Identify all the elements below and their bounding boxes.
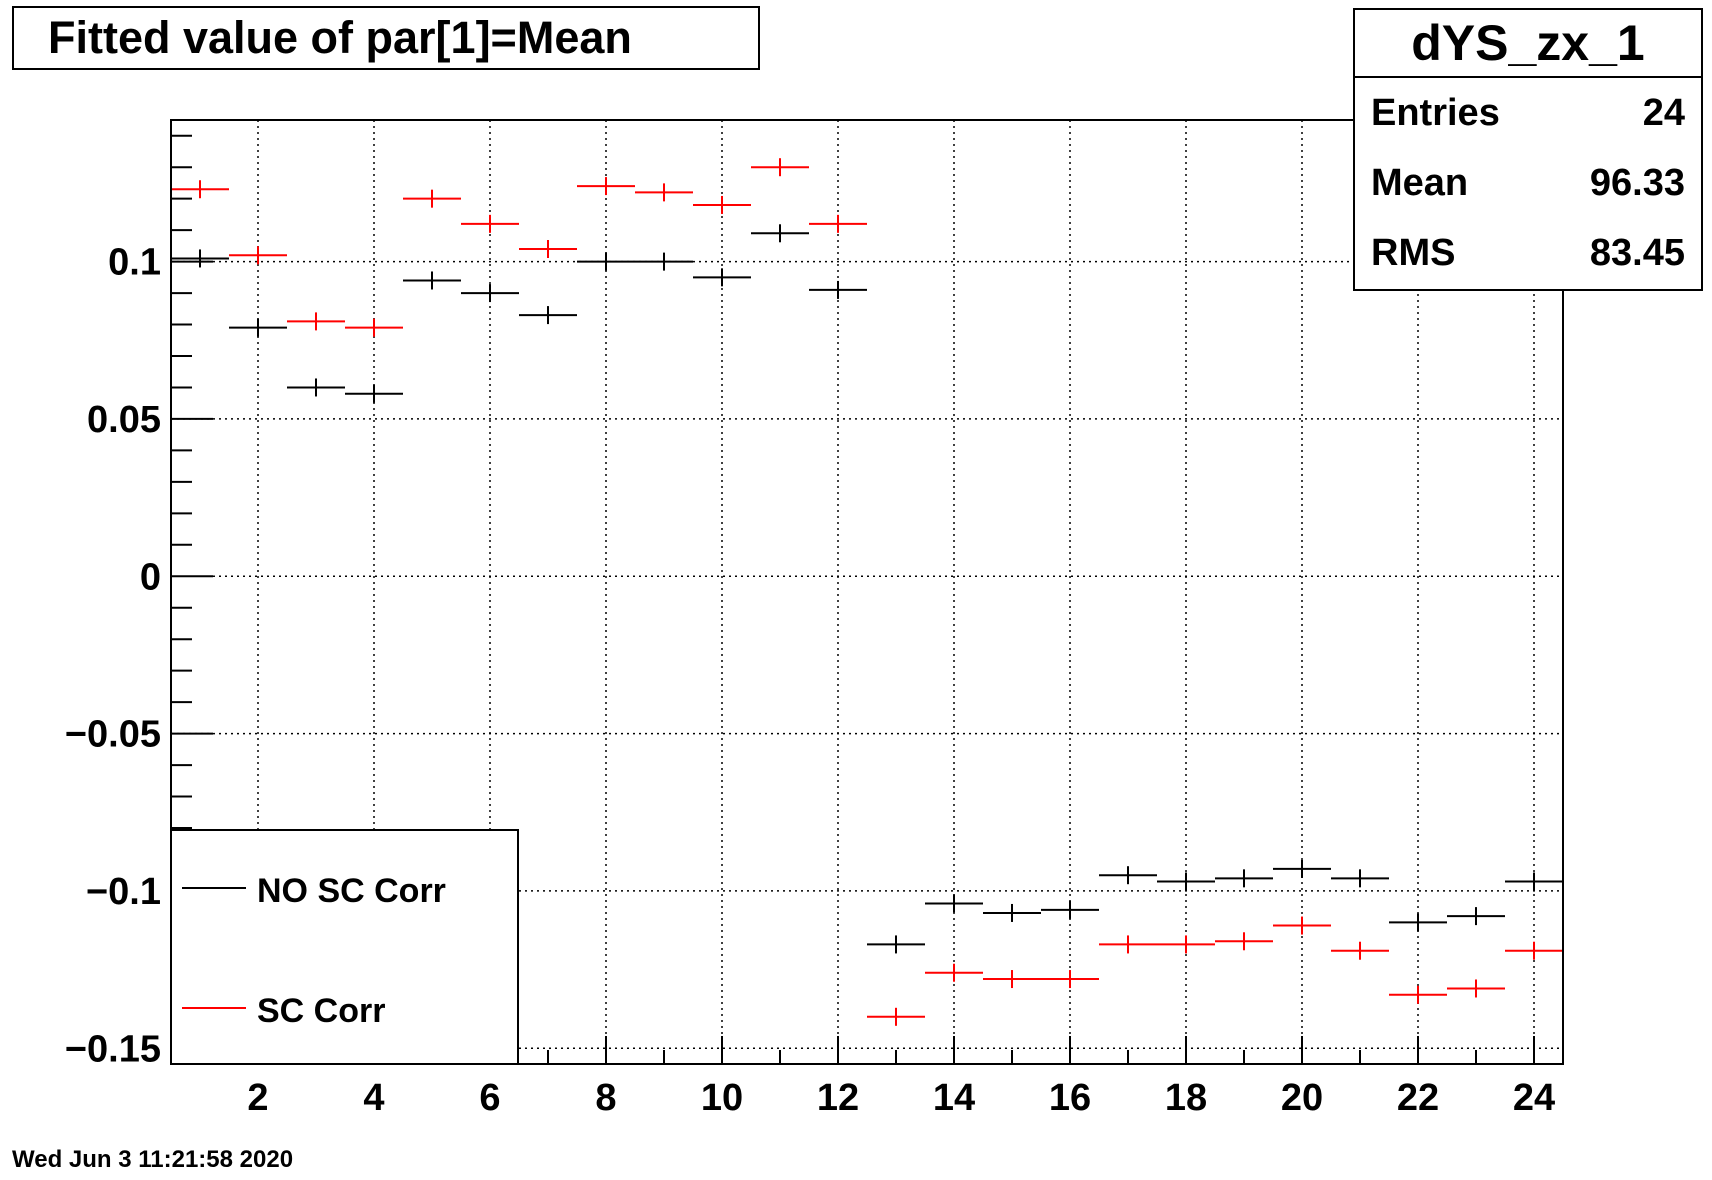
stats-histogram-name: dYS_zx_1: [1355, 10, 1701, 78]
data-point-s1-8: [577, 177, 635, 196]
stats-label: Mean: [1371, 161, 1469, 204]
data-point-s1-16: [1041, 970, 1099, 989]
data-point-s0-18: [1157, 872, 1215, 891]
data-point-s0-11: [751, 224, 809, 243]
data-point-s0-17: [1099, 866, 1157, 885]
tick-labels: 2 4 6 8 10 12 14 16 18 20 22 240.10.050−0.05−0.1−0.…: [65, 242, 1555, 1119]
data-point-s1-23: [1447, 979, 1505, 998]
data-point-s0-13: [867, 935, 925, 954]
legend-label-sc-corr: SC Corr: [257, 992, 385, 1030]
data-point-s1-19: [1215, 932, 1273, 951]
y-tick-label: −0.05: [65, 714, 161, 756]
stats-value: 83.45: [1589, 231, 1685, 274]
data-point-s0-10: [693, 268, 751, 287]
data-point-s0-24: [1505, 872, 1563, 891]
data-point-s0-21: [1331, 869, 1389, 888]
x-tick-label: 10: [701, 1077, 743, 1119]
data-point-s1-18: [1157, 935, 1215, 954]
plot-frame: [170, 119, 1564, 1065]
chart-title: Fitted value of par[1]=Mean: [12, 6, 760, 70]
data-point-s0-3: [287, 378, 345, 397]
data-point-s1-9: [635, 183, 693, 202]
stats-box: dYS_zx_1 Entries 24 Mean 96.33 RMS 83.45: [1353, 8, 1703, 291]
data-point-s0-1: [171, 249, 229, 268]
data-point-s1-11: [751, 158, 809, 177]
stats-label: Entries: [1371, 91, 1500, 134]
data-point-s1-17: [1099, 935, 1157, 954]
data-point-s1-5: [403, 189, 461, 208]
legend-box: [170, 829, 519, 1065]
data-point-s1-2: [229, 246, 287, 265]
data-point-s1-24: [1505, 941, 1563, 960]
data-point-s1-10: [693, 195, 751, 214]
data-point-s1-21: [1331, 941, 1389, 960]
timestamp: Wed Jun 3 11:21:58 2020: [12, 1146, 294, 1173]
data-point-s0-19: [1215, 869, 1273, 888]
x-tick-label: 18: [1165, 1077, 1207, 1119]
data-point-s1-22: [1389, 985, 1447, 1004]
data-point-s1-4: [345, 318, 403, 337]
x-tick-label: 4: [363, 1077, 384, 1119]
data-point-s0-4: [345, 384, 403, 403]
data-point-s1-3: [287, 312, 345, 331]
x-tick-label: 12: [817, 1077, 859, 1119]
data-point-s0-2: [229, 318, 287, 337]
stats-row-entries: Entries 24: [1355, 78, 1701, 148]
data-point-s0-12: [809, 280, 867, 299]
stats-row-mean: Mean 96.33: [1355, 148, 1701, 218]
y-tick-label: 0.1: [108, 242, 161, 284]
x-tick-label: 14: [933, 1077, 975, 1119]
data-point-s1-13: [867, 1007, 925, 1026]
x-tick-label: 2: [247, 1077, 268, 1119]
data-point-s1-15: [983, 970, 1041, 989]
stats-value: 96.33: [1589, 161, 1685, 204]
data-point-s0-20: [1273, 859, 1331, 878]
data-point-s1-6: [461, 214, 519, 233]
y-tick-label: 0.05: [87, 399, 161, 441]
x-tick-label: 24: [1513, 1077, 1555, 1119]
x-tick-label: 20: [1281, 1077, 1323, 1119]
data-point-s1-12: [809, 214, 867, 233]
data-point-s0-9: [635, 252, 693, 271]
data-point-s0-22: [1389, 913, 1447, 932]
data-marks: [171, 158, 1563, 1026]
legend-label-no-sc-corr: NO SC Corr: [257, 872, 446, 910]
data-point-s1-14: [925, 963, 983, 982]
data-point-s0-15: [983, 903, 1041, 922]
data-point-s0-23: [1447, 907, 1505, 926]
data-point-s0-14: [925, 894, 983, 913]
data-point-s0-6: [461, 284, 519, 303]
x-tick-label: 8: [595, 1077, 616, 1119]
y-tick-label: −0.15: [65, 1028, 161, 1070]
data-point-s0-16: [1041, 900, 1099, 919]
stats-label: RMS: [1371, 231, 1456, 274]
y-tick-label: −0.1: [86, 871, 161, 913]
x-tick-label: 16: [1049, 1077, 1091, 1119]
legend: NO SC Corr SC Corr: [170, 829, 519, 1065]
y-tick-label: 0: [140, 556, 161, 598]
stats-value: 24: [1642, 91, 1685, 134]
data-point-s0-8: [577, 252, 635, 271]
data-point-s0-5: [403, 271, 461, 290]
data-point-s1-7: [519, 240, 577, 259]
stats-row-rms: RMS 83.45: [1355, 218, 1701, 288]
data-point-s0-7: [519, 306, 577, 325]
x-tick-label: 22: [1397, 1077, 1439, 1119]
data-point-s1-20: [1273, 916, 1331, 935]
data-point-s1-1: [171, 180, 229, 199]
x-tick-label: 6: [479, 1077, 500, 1119]
